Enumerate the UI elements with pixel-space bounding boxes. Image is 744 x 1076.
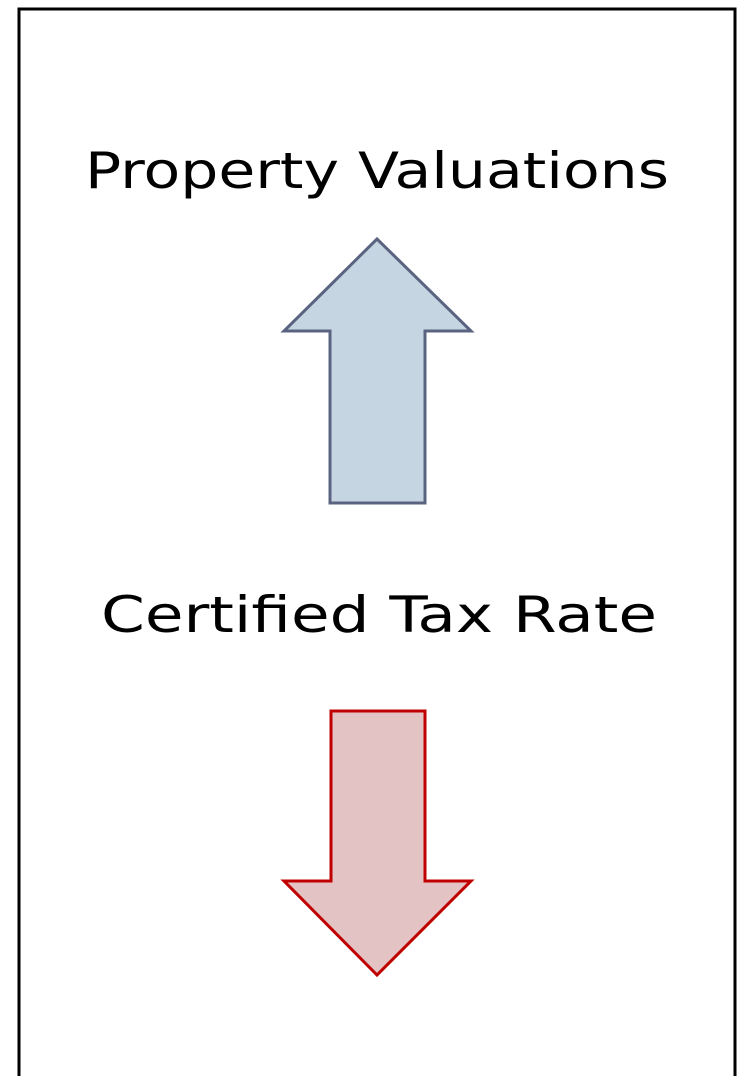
up-arrow	[280, 236, 475, 505]
down-arrow	[280, 709, 475, 978]
bottom-label: Certified Tax Rate	[101, 586, 657, 644]
top-label: Property Valuations	[85, 142, 669, 200]
